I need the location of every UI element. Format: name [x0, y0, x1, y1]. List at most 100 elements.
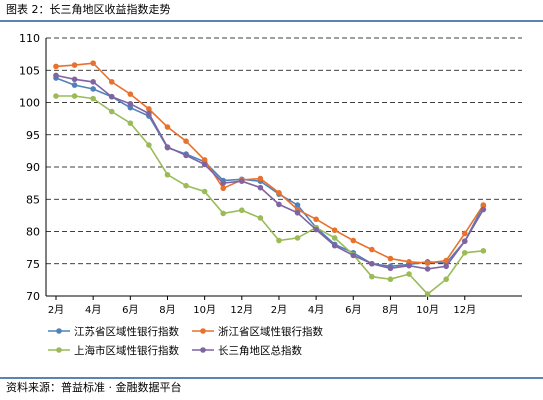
- data-point: [53, 93, 59, 99]
- data-point: [71, 82, 78, 88]
- series-4: [53, 72, 487, 272]
- data-point: [146, 142, 152, 148]
- x-tick-label: 2月: [271, 304, 287, 316]
- data-point: [201, 188, 208, 195]
- x-tick-label: 6月: [345, 304, 361, 316]
- y-axis: 70 75 80 85 90 95 100 105 110: [19, 32, 47, 303]
- data-point: [424, 291, 431, 297]
- x-tick-label: 10月: [193, 304, 216, 316]
- x-tick-label: 10月: [416, 304, 439, 316]
- data-point: [146, 106, 152, 112]
- data-point: [90, 79, 96, 85]
- data-point: [294, 209, 301, 216]
- data-point: [201, 157, 208, 163]
- data-point: [350, 237, 357, 244]
- data-point: [164, 124, 171, 130]
- x-tick-label: 12月: [230, 304, 253, 316]
- data-point: [480, 206, 487, 213]
- legend-marker: [200, 328, 206, 334]
- data-point: [387, 265, 394, 272]
- x-tick-label: 8月: [159, 304, 175, 316]
- data-point: [71, 93, 78, 99]
- data-point: [108, 108, 115, 115]
- data-point: [220, 180, 227, 186]
- data-point: [387, 276, 394, 283]
- y-tick-label: 85: [26, 193, 40, 206]
- data-point: [71, 62, 78, 68]
- series-1: [53, 75, 487, 270]
- series-line: [55, 62, 484, 264]
- data-point: [461, 238, 468, 244]
- y-tick-label: 90: [26, 161, 40, 174]
- data-point: [183, 152, 189, 159]
- legend-item: 长三角地区总指数: [192, 344, 302, 357]
- data-point: [313, 216, 319, 223]
- series-3: [53, 93, 487, 297]
- data-point: [406, 271, 412, 277]
- data-point: [480, 202, 487, 208]
- data-point: [164, 171, 171, 178]
- x-tick-label: 2月: [48, 304, 64, 316]
- data-point: [406, 262, 412, 269]
- data-point: [294, 235, 301, 241]
- data-point: [257, 175, 264, 182]
- x-tick-label: 12月: [453, 304, 476, 316]
- data-point: [201, 161, 208, 168]
- legend-label: 江苏省区域性银行指数: [74, 325, 179, 338]
- legend-label: 上海市区域性银行指数: [74, 344, 179, 357]
- data-point: [90, 60, 96, 66]
- y-tick-label: 70: [26, 290, 40, 303]
- data-point: [276, 190, 282, 196]
- y-tick-label: 75: [26, 258, 40, 271]
- data-point: [127, 91, 134, 97]
- data-point: [313, 226, 319, 233]
- legend-label: 长三角地区总指数: [218, 344, 302, 357]
- legend-label: 浙江省区域性银行指数: [218, 325, 323, 338]
- legend-item: 江苏省区域性银行指数: [48, 325, 179, 338]
- data-point: [406, 259, 412, 265]
- y-tick-label: 105: [19, 64, 40, 77]
- series-2: [53, 60, 487, 266]
- x-tick-label: 4月: [85, 304, 101, 316]
- x-tick-label: 6月: [122, 304, 138, 316]
- data-point: [53, 63, 59, 70]
- gridlines: [46, 37, 522, 265]
- y-tick-label: 80: [26, 226, 40, 239]
- data-point: [108, 93, 115, 100]
- y-tick-label: 100: [19, 97, 40, 110]
- legend-marker: [56, 328, 62, 334]
- data-point: [71, 76, 78, 83]
- data-point: [53, 72, 59, 79]
- legend-marker: [200, 347, 206, 353]
- series-line: [55, 77, 485, 268]
- data-point: [239, 207, 245, 214]
- data-point: [127, 120, 134, 126]
- x-tick-label: 8月: [382, 304, 398, 316]
- data-point: [443, 263, 449, 270]
- data-point: [108, 79, 115, 85]
- y-tick-label: 110: [19, 32, 40, 45]
- data-point: [239, 178, 245, 184]
- y-tick-label: 95: [26, 129, 40, 142]
- data-point: [461, 249, 468, 256]
- data-point: [443, 257, 449, 264]
- data-point: [424, 260, 431, 266]
- data-point: [90, 95, 96, 102]
- data-point: [369, 260, 375, 267]
- x-tick-label: 4月: [308, 304, 324, 316]
- data-point: [164, 144, 171, 150]
- data-point: [127, 100, 134, 107]
- data-point: [257, 184, 264, 191]
- data-point: [146, 110, 152, 117]
- data-point: [276, 201, 282, 208]
- data-point: [369, 273, 375, 280]
- data-point: [331, 242, 338, 249]
- footer-rule: [0, 377, 543, 379]
- series-line: [55, 74, 484, 270]
- legend-item: 浙江省区域性银行指数: [192, 325, 323, 338]
- source-note: 资料来源：普益标准 · 金融数据平台: [6, 381, 182, 394]
- legend-marker: [56, 347, 62, 353]
- plot-area: [53, 60, 487, 297]
- data-point: [276, 237, 282, 244]
- data-point: [387, 255, 394, 262]
